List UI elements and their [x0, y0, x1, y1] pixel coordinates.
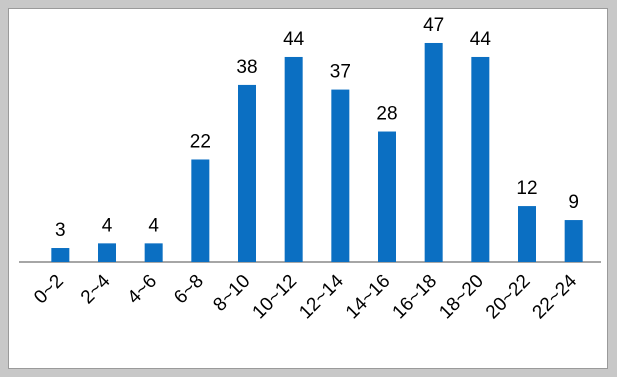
data-label: 3 — [55, 220, 66, 241]
data-label: 38 — [236, 57, 257, 78]
x-tick-label: 20~22 — [482, 271, 535, 324]
data-label: 44 — [470, 29, 492, 50]
data-label: 4 — [102, 215, 113, 236]
bar — [564, 220, 583, 262]
x-tick-label: 2~4 — [77, 270, 115, 308]
bar — [518, 206, 536, 262]
x-tick-label: 10~12 — [249, 271, 302, 324]
bar — [191, 159, 210, 262]
x-tick-label: 0~2 — [30, 271, 68, 309]
chart-area: 3 0~2 4 2~4 4 4~6 22 6~8 38 8~10 44 10~12 37 12~14 28 1… — [8, 8, 608, 369]
data-label: 9 — [568, 192, 579, 213]
x-tick-label: 14~16 — [342, 271, 395, 324]
data-label: 28 — [376, 104, 397, 125]
bar — [284, 56, 303, 263]
bar — [424, 42, 443, 263]
data-label: 22 — [190, 131, 211, 152]
data-label: 37 — [330, 62, 351, 83]
bar — [238, 84, 256, 262]
data-label: 12 — [516, 178, 537, 199]
data-label: 44 — [283, 29, 305, 50]
x-tick-label: 6~8 — [170, 271, 208, 309]
x-tick-label: 4~6 — [124, 271, 162, 309]
data-label: 4 — [148, 215, 159, 236]
bar — [51, 248, 70, 262]
bar — [378, 131, 396, 262]
x-tick-label: 22~24 — [529, 270, 582, 323]
bar — [98, 243, 116, 262]
x-tick-label: 18~20 — [435, 271, 488, 324]
data-label: 47 — [423, 15, 444, 36]
x-tick-label: 8~10 — [209, 271, 254, 316]
x-tick-label: 12~14 — [295, 270, 348, 323]
bar — [471, 56, 490, 263]
bar-chart: 3 0~2 4 2~4 4 4~6 22 6~8 38 8~10 44 10~12 37 12~14 28 1… — [19, 15, 601, 324]
x-tick-label: 16~18 — [389, 271, 442, 324]
bar — [144, 243, 163, 262]
bar — [331, 89, 350, 262]
